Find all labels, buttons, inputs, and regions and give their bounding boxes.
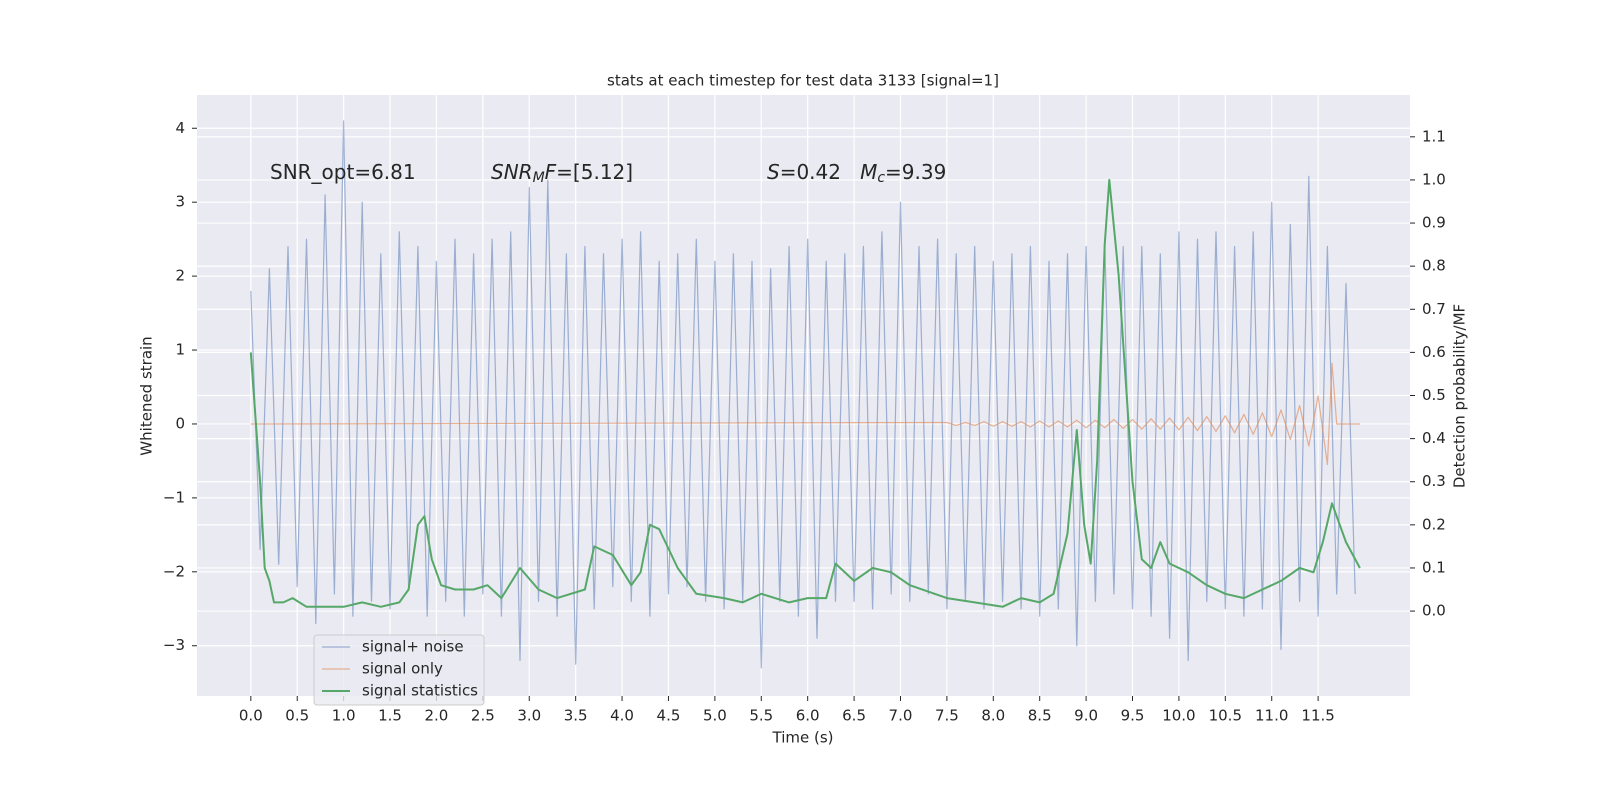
annotation-part: =9.39: [885, 160, 946, 184]
x-tick-label: 10.5: [1209, 707, 1242, 725]
x-tick-label: 5.0: [703, 707, 727, 725]
x-axis-label: Time (s): [772, 729, 834, 747]
x-tick-label: 1.0: [332, 707, 356, 725]
y2-tick-label: 0.4: [1422, 429, 1446, 447]
y-tick-label: 1: [175, 341, 185, 359]
y-axis-label: Whitened strain: [138, 336, 156, 455]
legend-label: signal only: [362, 660, 443, 678]
series-line: [249, 178, 1361, 608]
x-tick-label: 9.0: [1074, 707, 1098, 725]
annotation-part: SNR_opt=6.81: [270, 160, 416, 184]
y-tick-label: 2: [175, 267, 185, 285]
x-tick-label: 4.5: [657, 707, 681, 725]
x-tick-label: 11.0: [1255, 707, 1288, 725]
x-tick-label: 3.5: [564, 707, 588, 725]
x-tick-label: 3.0: [517, 707, 541, 725]
x-tick-label: 8.5: [1028, 707, 1052, 725]
y2-tick-label: 0.0: [1422, 602, 1446, 620]
annotation-part: M: [533, 170, 545, 186]
y2-tick-label: 1.1: [1422, 127, 1446, 145]
annotation-part: S: [767, 160, 780, 184]
annotation-part: =[5.12]: [556, 160, 633, 184]
x-tick-label: 6.0: [796, 707, 820, 725]
x-tick-label: 0.0: [239, 707, 263, 725]
annotation-part: F: [545, 160, 557, 184]
x-tick-label: 6.5: [842, 707, 866, 725]
y2-tick-label: 0.3: [1422, 472, 1446, 490]
y2-tick-label: 0.7: [1422, 300, 1446, 318]
x-tick-label: 10.0: [1162, 707, 1195, 725]
y2-tick-label: 0.1: [1422, 558, 1446, 576]
x-tick-label: 7.5: [935, 707, 959, 725]
annotation-part: SNR: [491, 160, 533, 184]
chart-title: stats at each timestep for test data 313…: [607, 72, 999, 90]
y2-axis-label: Detection probability/MF: [1451, 304, 1469, 488]
y-tick-label: −3: [163, 636, 185, 654]
y-tick-label: 4: [175, 119, 185, 137]
y2-tick-label: 0.2: [1422, 515, 1446, 533]
x-tick-label: 11.5: [1301, 707, 1334, 725]
x-tick-label: 2.0: [425, 707, 449, 725]
y-tick-label: −2: [163, 562, 185, 580]
x-tick-label: 7.0: [889, 707, 913, 725]
x-tick-label: 0.5: [285, 707, 309, 725]
legend-label: signal statistics: [362, 682, 478, 700]
y2-tick-label: 0.9: [1422, 214, 1446, 232]
y2-tick-label: 0.5: [1422, 386, 1446, 404]
annotation-part: =0.42: [780, 160, 860, 184]
legend-label: signal+ noise: [362, 638, 464, 656]
annotation-part: M: [860, 160, 877, 184]
x-tick-label: 1.5: [378, 707, 402, 725]
y-tick-label: −1: [163, 488, 185, 506]
annotation: SNRMF=[5.12]: [491, 160, 633, 187]
x-tick-label: 2.5: [471, 707, 495, 725]
series-line: [250, 120, 1356, 669]
annotation: S=0.42 Mc=9.39: [767, 160, 946, 187]
y2-tick-label: 0.6: [1422, 343, 1446, 361]
y-tick-label: 3: [175, 193, 185, 211]
y-tick-label: 0: [175, 414, 185, 432]
x-tick-label: 4.0: [610, 707, 634, 725]
series-line: [250, 362, 1360, 466]
y2-tick-label: 1.0: [1422, 170, 1446, 188]
x-tick-label: 9.5: [1121, 707, 1145, 725]
x-tick-label: 8.0: [981, 707, 1005, 725]
y2-tick-label: 0.8: [1422, 257, 1446, 275]
annotation: SNR_opt=6.81: [270, 160, 416, 184]
x-tick-label: 5.5: [749, 707, 773, 725]
annotation-part: c: [877, 170, 885, 186]
legend-box: [313, 634, 485, 706]
